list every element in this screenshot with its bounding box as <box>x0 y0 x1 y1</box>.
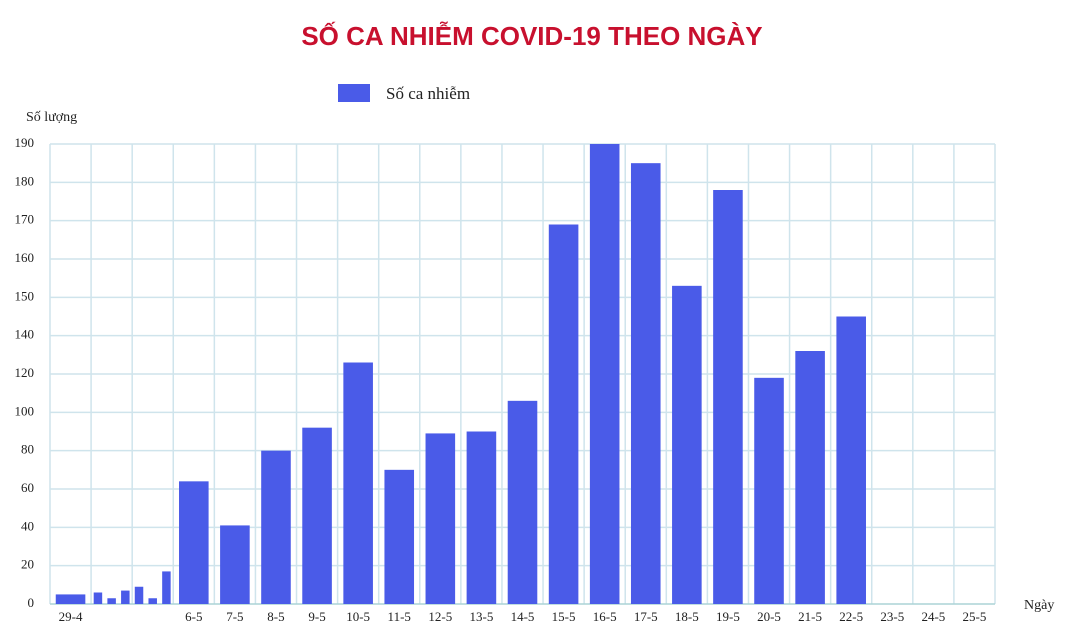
bar <box>302 427 332 604</box>
x-tick-label: 12-5 <box>428 609 452 624</box>
x-tick-label: 19-5 <box>716 609 740 624</box>
x-tick-label: 6-5 <box>185 609 202 624</box>
bar <box>425 433 456 604</box>
y-tick-label: 180 <box>15 173 35 188</box>
bar <box>548 224 579 604</box>
y-axis-label: Số lượng <box>26 110 77 125</box>
y-tick-label: 170 <box>15 212 35 227</box>
bar <box>261 450 291 604</box>
bar <box>148 598 157 604</box>
x-tick-label: 7-5 <box>226 609 243 624</box>
x-tick-label: 23-5 <box>880 609 904 624</box>
x-tick-label: 15-5 <box>552 609 576 624</box>
chart-title: SỐ CA NHIỄM COVID-19 THEO NGÀY <box>301 21 762 51</box>
y-tick-label: 160 <box>15 250 35 265</box>
bar <box>179 481 209 604</box>
y-tick-label: 60 <box>21 480 34 495</box>
bar <box>134 586 144 604</box>
bar <box>836 316 866 604</box>
bar <box>589 144 620 604</box>
x-tick-label: 13-5 <box>469 609 493 624</box>
bar <box>466 431 497 604</box>
y-tick-label: 80 <box>21 442 34 457</box>
x-tick-label: 14-5 <box>511 609 535 624</box>
y-tick-label: 190 <box>15 135 35 150</box>
y-tick-label: 150 <box>15 288 35 303</box>
bar <box>672 285 702 604</box>
bar <box>162 571 171 604</box>
bar <box>384 469 415 604</box>
legend-label: Số ca nhiễm <box>386 84 470 103</box>
y-tick-label: 100 <box>15 403 35 418</box>
bar <box>630 163 661 604</box>
x-tick-label: 29-4 <box>59 609 83 624</box>
x-tick-label: 24-5 <box>921 609 945 624</box>
bar <box>55 594 86 604</box>
x-axis-label: Ngày <box>1024 598 1054 613</box>
x-tick-label: 18-5 <box>675 609 699 624</box>
x-tick-label: 17-5 <box>634 609 658 624</box>
y-tick-label: 0 <box>28 595 35 610</box>
x-tick-label: 8-5 <box>267 609 284 624</box>
bar <box>754 377 784 604</box>
x-tick-label: 9-5 <box>308 609 325 624</box>
y-tick-label: 120 <box>15 365 35 380</box>
bar <box>795 351 825 604</box>
x-tick-label: 11-5 <box>388 609 411 624</box>
x-tick-label: 10-5 <box>346 609 370 624</box>
y-tick-label: 20 <box>21 557 34 572</box>
bar <box>713 190 743 604</box>
bar <box>507 400 538 604</box>
bar <box>107 598 116 604</box>
x-tick-label: 20-5 <box>757 609 781 624</box>
y-tick-label: 140 <box>15 327 35 342</box>
x-tick-label: 21-5 <box>798 609 822 624</box>
bar <box>343 362 373 604</box>
x-tick-label: 16-5 <box>593 609 617 624</box>
x-tick-label: 25-5 <box>963 609 987 624</box>
bar <box>93 592 103 604</box>
x-tick-label: 22-5 <box>839 609 863 624</box>
y-tick-label: 40 <box>21 518 34 533</box>
legend-swatch <box>338 84 370 102</box>
bar <box>121 590 130 604</box>
bar <box>220 525 250 604</box>
